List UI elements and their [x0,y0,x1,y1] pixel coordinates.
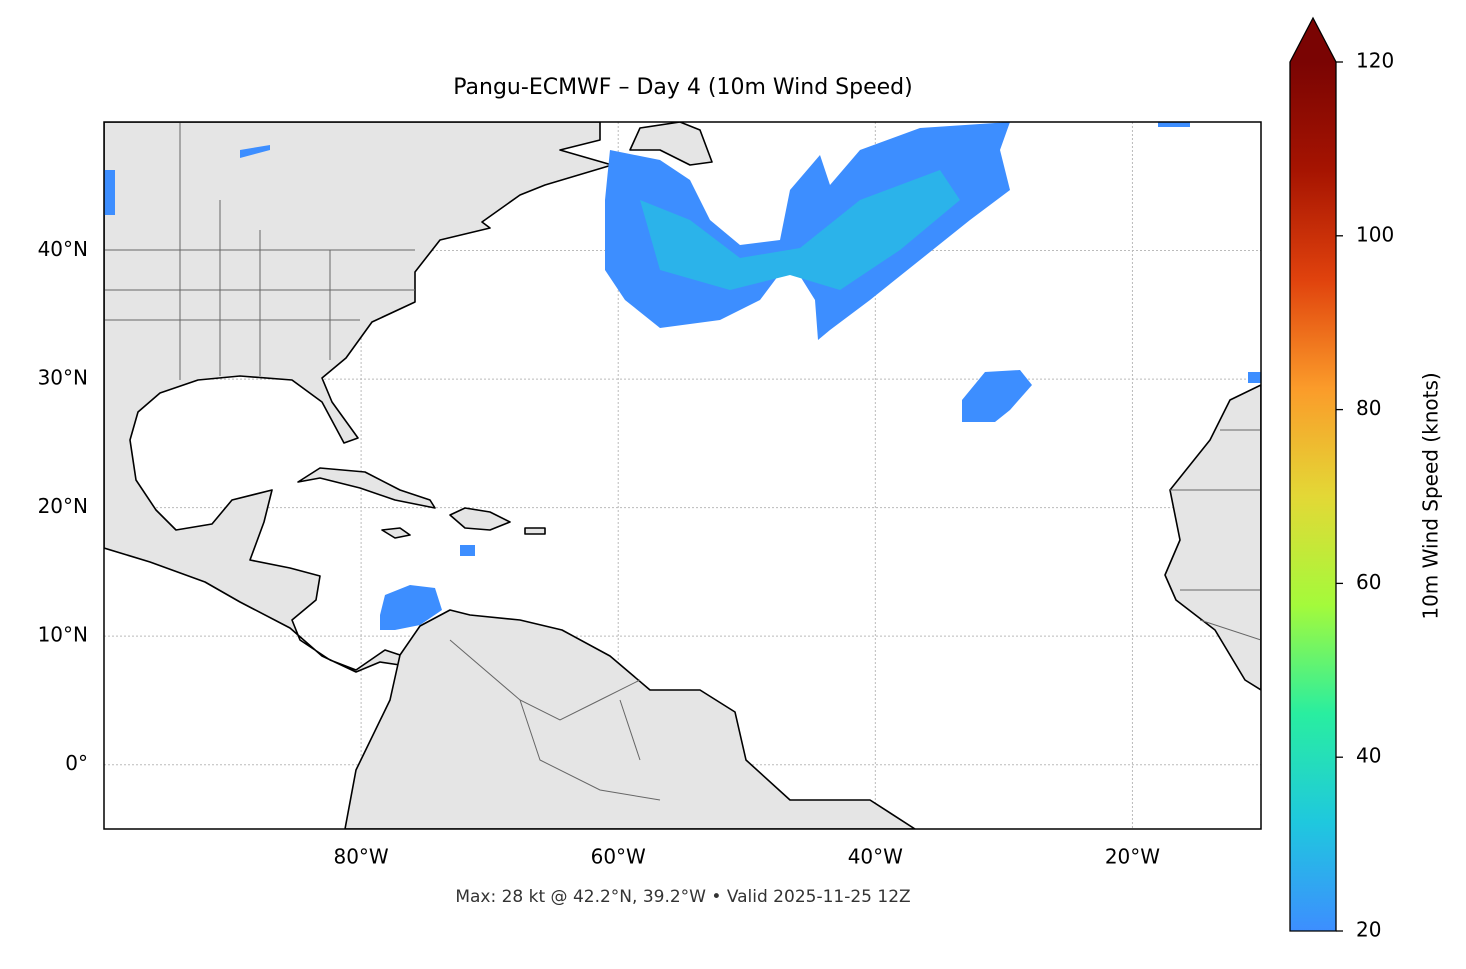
newfoundland [629,122,713,166]
lat-tick-label: 40°N [38,237,88,261]
africa [1164,384,1261,691]
lat-tick-label: 10°N [38,623,88,647]
colorbar-tick-label: 120 [1356,49,1394,73]
lat-tick-label: 0° [65,751,88,775]
colorbar-tick-label: 20 [1356,918,1381,942]
colorbar-frame [1289,16,1337,932]
lon-tick-label: 80°W [333,845,388,869]
map-frame [103,121,1262,830]
africa-borders [1170,429,1261,641]
south-america [344,609,916,829]
wind-area [605,122,1010,340]
colorbar-tick-label: 40 [1356,744,1381,768]
wind-core [640,170,960,290]
wind-area [962,370,1032,422]
north-america [104,122,613,673]
map-title: Pangu-ECMWF – Day 4 (10m Wind Speed) [453,75,912,100]
colorbar-tick-label: 60 [1356,570,1381,594]
sa-borders [449,639,661,801]
lat-tick-label: 30°N [38,366,88,390]
colorbar-label: 10m Wind Speed (knots) [1419,372,1443,619]
lon-tick-label: 60°W [591,845,646,869]
puerto-rico [524,527,546,535]
wind-area [380,585,442,630]
colorbar: 20 40 60 80 100 120 [1289,16,1394,942]
lat-tick-label: 20°N [38,494,88,518]
footnote: Max: 28 kt @ 42.2°N, 39.2°W • Valid 2025… [455,887,910,907]
lon-tick-label: 40°W [848,845,903,869]
us-borders [104,122,415,380]
cuba [297,467,436,509]
colorbar-tick-label: 80 [1356,396,1381,420]
ticks: 80°W 60°W 40°W 20°W 0° 10°N 20°N 30°N 40°N [38,237,1161,868]
lon-tick-label: 20°W [1105,845,1160,869]
hispaniola [449,507,511,531]
jamaica [381,527,411,539]
colorbar-tick-label: 100 [1356,222,1394,246]
colorbar-bar [1290,62,1336,931]
map-layer [104,122,1261,829]
colorbar-extend [1290,18,1336,62]
